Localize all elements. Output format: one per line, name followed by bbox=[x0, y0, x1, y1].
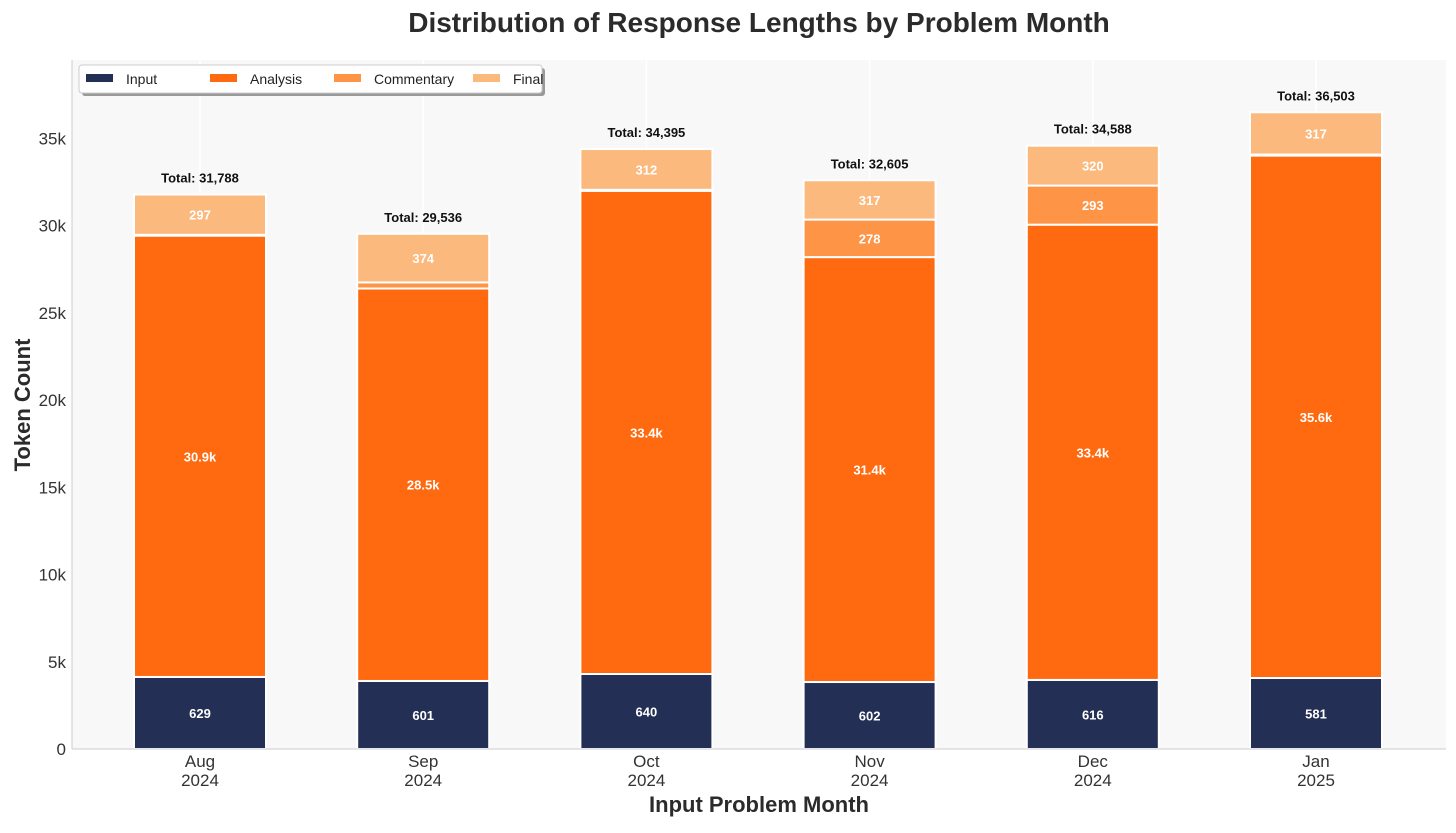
bar-commentary bbox=[802, 218, 937, 259]
legend-label: Analysis bbox=[250, 71, 302, 87]
x-tick-label: Dec bbox=[1078, 752, 1109, 771]
legend-swatch-analysis bbox=[210, 74, 237, 82]
legend-swatch-input bbox=[86, 74, 113, 82]
bar-analysis bbox=[579, 189, 714, 675]
segment-label: 616 bbox=[1082, 707, 1104, 722]
segment-label: 297 bbox=[189, 208, 211, 223]
y-tick-label: 0 bbox=[57, 740, 66, 759]
bar-final bbox=[802, 179, 937, 221]
x-tick-label: Nov bbox=[854, 752, 885, 771]
plot-area bbox=[72, 60, 1446, 749]
segment-label: 278 bbox=[859, 231, 881, 246]
segment-label: 320 bbox=[1082, 159, 1104, 174]
bar-input bbox=[802, 681, 937, 750]
legend-label: Final bbox=[513, 71, 543, 87]
bar-final bbox=[579, 148, 714, 191]
x-tick-label: Sep bbox=[408, 752, 438, 771]
bar-analysis bbox=[1249, 154, 1383, 680]
y-tick-label: 35k bbox=[39, 129, 67, 148]
segment-label: 312 bbox=[636, 162, 658, 177]
total-label: Total: 29,536 bbox=[384, 210, 462, 225]
y-axis-label: Token Count bbox=[10, 338, 35, 471]
bar-final bbox=[133, 193, 267, 236]
y-tick-label: 15k bbox=[39, 478, 67, 497]
segment-label: 293 bbox=[1082, 198, 1104, 213]
x-tick-label: Oct bbox=[633, 752, 660, 771]
x-axis-label: Input Problem Month bbox=[649, 792, 869, 817]
bar-analysis bbox=[802, 256, 937, 684]
x-tick-label: 2024 bbox=[627, 771, 665, 790]
segment-label: 33.4k bbox=[630, 425, 663, 440]
chart-title: Distribution of Response Lengths by Prob… bbox=[408, 7, 1110, 38]
x-tick-label: Jan bbox=[1302, 752, 1329, 771]
x-tick-label: 2024 bbox=[1074, 771, 1112, 790]
segment-label: 317 bbox=[859, 193, 881, 208]
total-label: Total: 32,605 bbox=[831, 156, 909, 171]
segment-label: 28.5k bbox=[407, 478, 440, 493]
bar-final bbox=[1249, 111, 1383, 156]
x-tick-label: 2024 bbox=[181, 771, 219, 790]
bar-input bbox=[1249, 677, 1383, 750]
segment-label: 33.4k bbox=[1077, 445, 1110, 460]
bar-analysis bbox=[133, 234, 267, 678]
segment-label: 374 bbox=[412, 251, 434, 266]
legend-box bbox=[78, 64, 543, 94]
y-tick-label: 10k bbox=[39, 566, 67, 585]
total-label: Total: 36,503 bbox=[1277, 88, 1355, 103]
total-label: Total: 31,788 bbox=[161, 171, 239, 186]
x-tick-label: 2024 bbox=[404, 771, 442, 790]
legend-label: Input bbox=[126, 71, 157, 87]
x-tick-label: Aug bbox=[185, 752, 215, 771]
segment-label: 30.9k bbox=[184, 449, 217, 464]
segment-label: 601 bbox=[412, 708, 434, 723]
legend: Input Analysis Commentary Final bbox=[78, 64, 545, 96]
y-tick-label: 30k bbox=[39, 217, 67, 236]
legend-swatch-final bbox=[473, 74, 500, 82]
bar-final bbox=[356, 232, 491, 284]
total-label: Total: 34,395 bbox=[608, 125, 686, 140]
segment-label: 629 bbox=[189, 706, 211, 721]
segment-label: 602 bbox=[859, 709, 881, 724]
legend-swatch-commentary bbox=[334, 74, 361, 82]
total-label: Total: 34,588 bbox=[1054, 122, 1132, 137]
bar-analysis bbox=[1025, 223, 1160, 681]
y-tick-label: 5k bbox=[48, 653, 66, 672]
segment-label: 640 bbox=[636, 704, 658, 719]
segment-label: 317 bbox=[1305, 126, 1327, 141]
bar-input bbox=[579, 672, 714, 750]
segment-label: 31.4k bbox=[853, 463, 886, 478]
bar-final bbox=[1025, 144, 1160, 187]
bar-commentary bbox=[1025, 184, 1160, 226]
segment-label: 581 bbox=[1305, 707, 1327, 722]
y-tick-label: 25k bbox=[39, 304, 67, 323]
y-tick-label: 20k bbox=[39, 391, 67, 410]
x-tick-label: 2025 bbox=[1297, 771, 1335, 790]
x-tick-label: 2024 bbox=[851, 771, 889, 790]
legend-label: Commentary bbox=[374, 71, 454, 87]
segment-label: 35.6k bbox=[1300, 410, 1333, 425]
